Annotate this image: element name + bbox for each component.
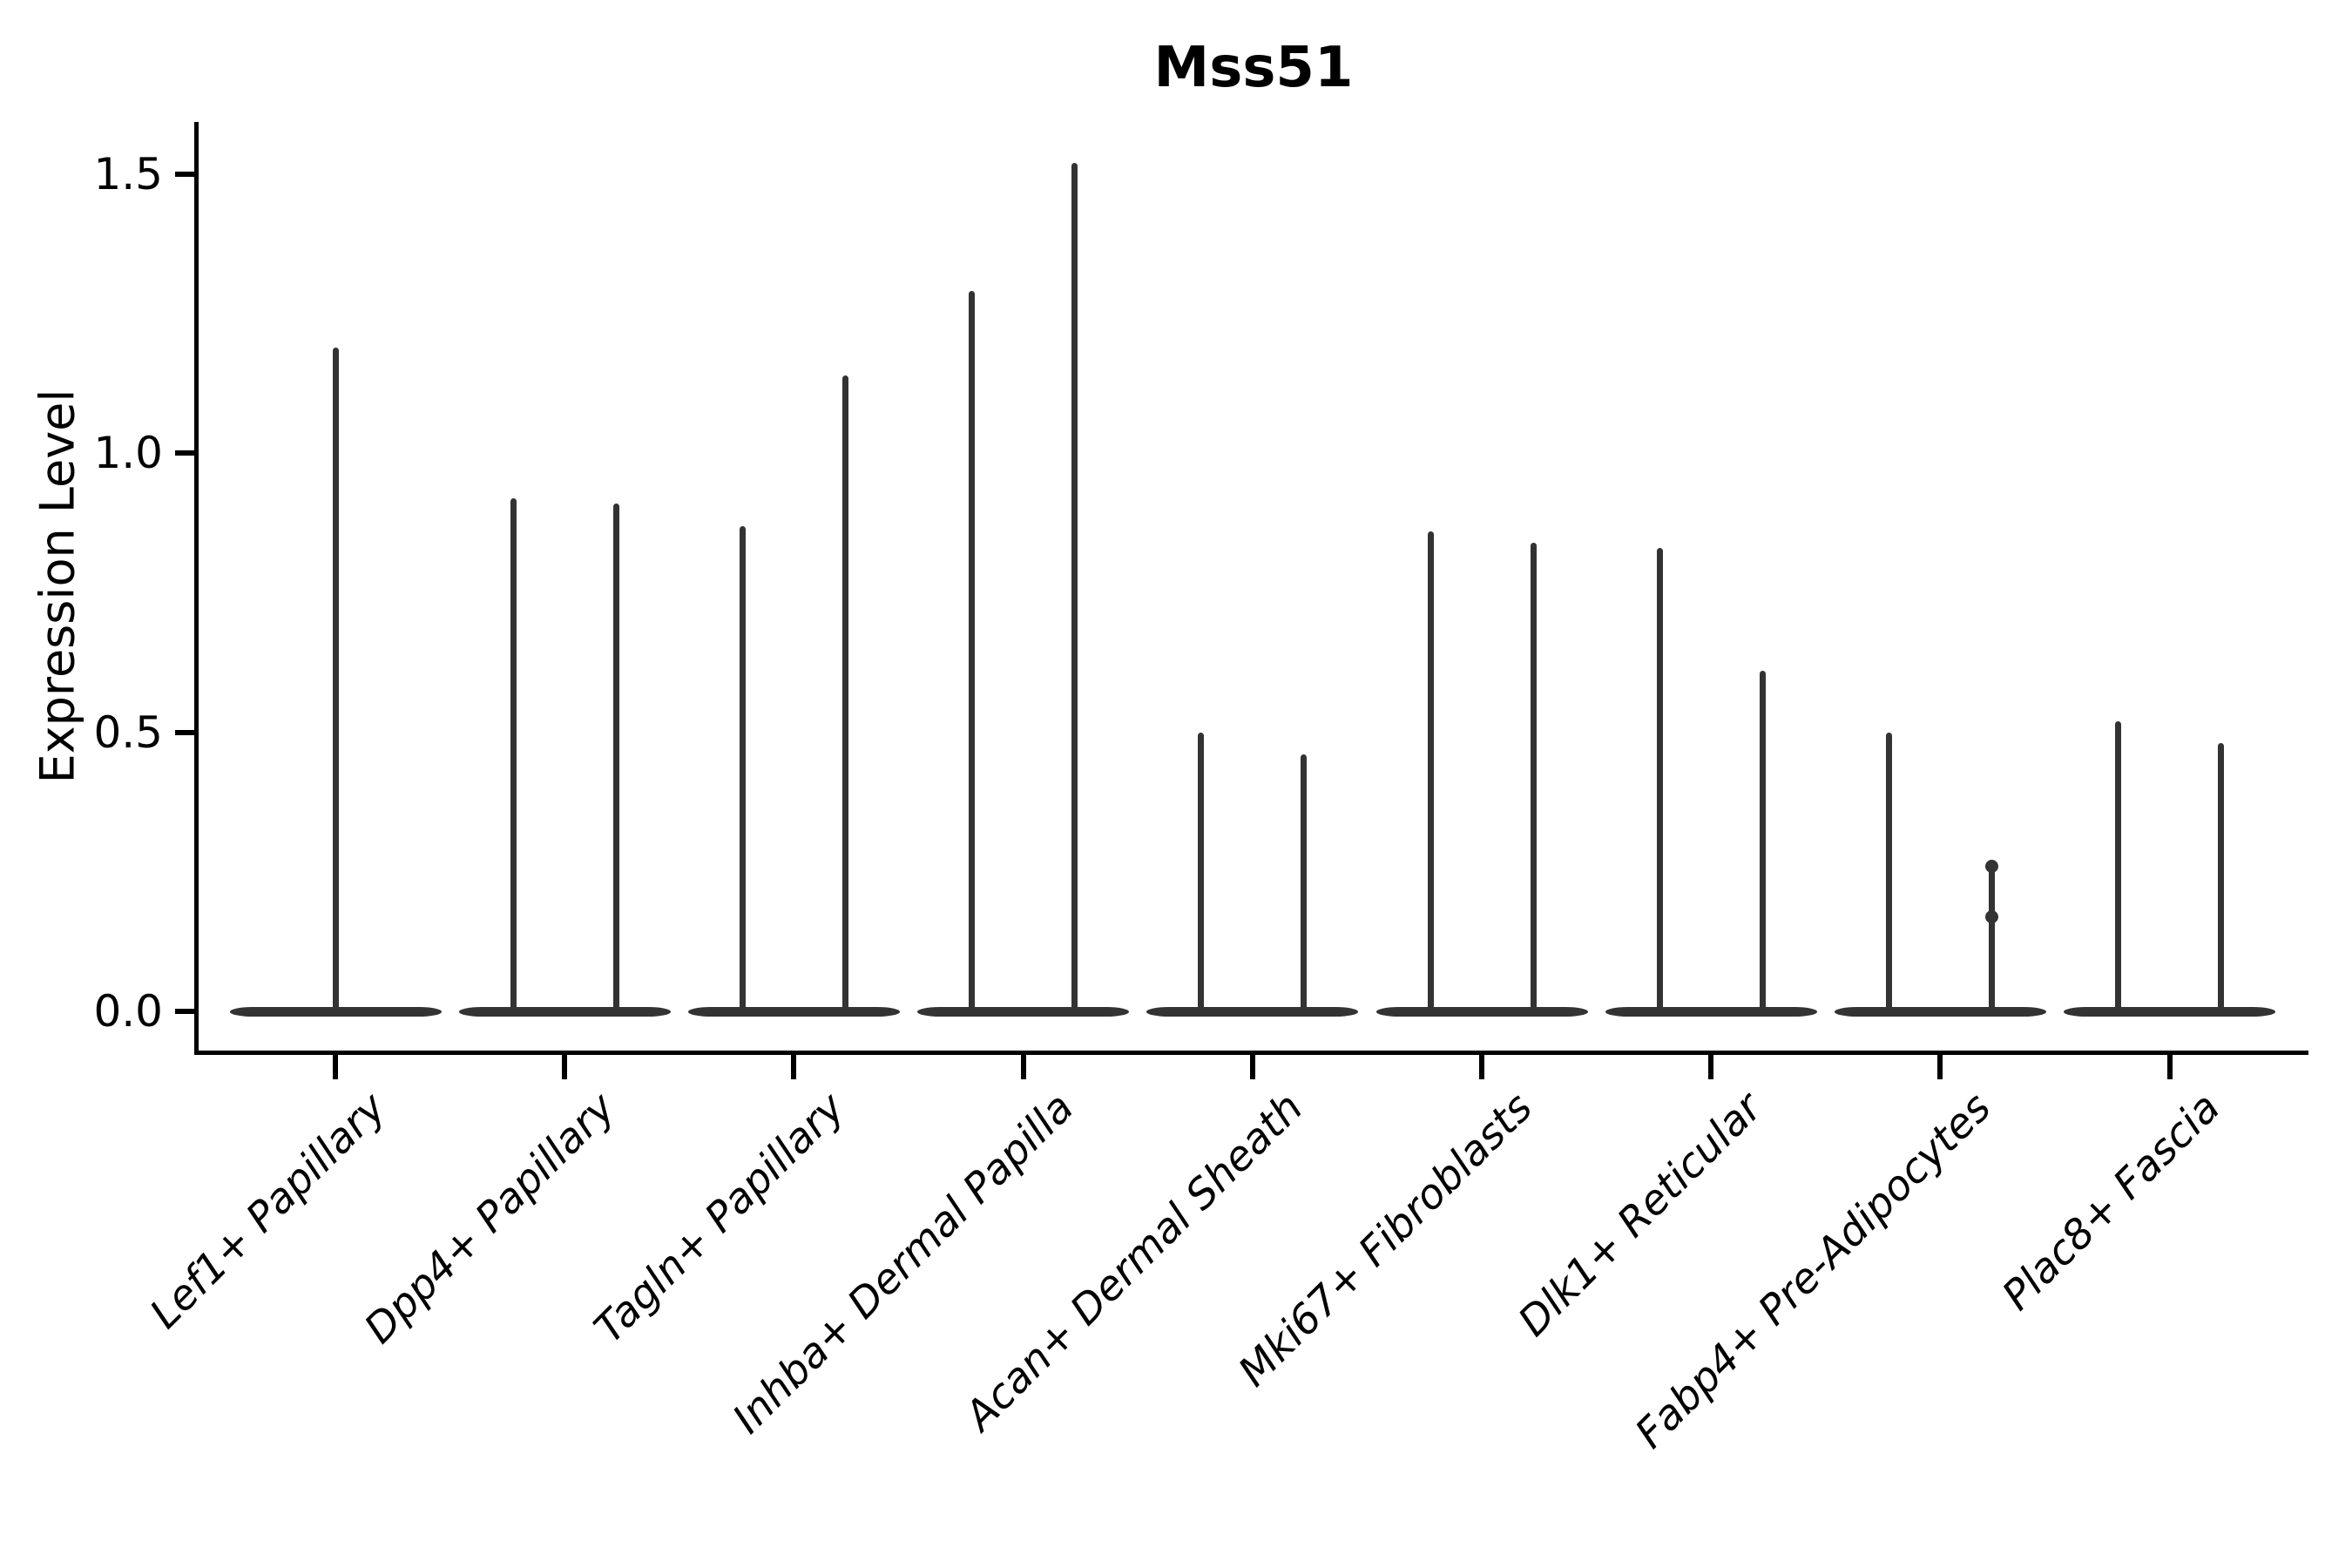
violin-density-bump	[1984, 909, 1998, 923]
plot-area	[194, 122, 2308, 1055]
y-tick-mark	[175, 729, 194, 735]
x-tick-mark	[2166, 1055, 2173, 1079]
violin-tail	[969, 291, 976, 1017]
violin-tail	[1530, 542, 1537, 1017]
violin-zero-band	[1146, 1006, 1359, 1017]
x-tick-mark	[791, 1055, 797, 1079]
x-tick-mark	[1479, 1055, 1484, 1079]
violin-tail	[1427, 531, 1434, 1017]
violin-tail	[2218, 743, 2225, 1017]
x-tick-label: Plac8+ Fascia	[1993, 1084, 2230, 1321]
violin-tail	[2115, 720, 2122, 1017]
y-tick-mark	[175, 1009, 194, 1014]
y-tick-label: 1.5	[93, 148, 163, 199]
violin-tail	[1198, 732, 1205, 1017]
violin-tail	[332, 347, 339, 1017]
x-tick-label: Dlk1+ Reticular	[1509, 1084, 1772, 1346]
x-tick-label: Lef1+ Papillary	[140, 1084, 395, 1339]
violin-tail	[1885, 732, 1892, 1017]
y-tick-label: 1.0	[93, 428, 163, 479]
x-tick-mark	[1249, 1055, 1255, 1079]
violin-density-bump	[1984, 859, 1998, 873]
x-tick-mark	[1708, 1055, 1714, 1079]
violin-tail	[1071, 163, 1078, 1017]
violin-tail	[1988, 861, 1995, 1017]
x-tick-mark	[562, 1055, 568, 1079]
violin-zero-band	[1605, 1006, 1817, 1017]
y-tick-mark	[175, 171, 194, 177]
violin-tail	[510, 497, 517, 1017]
violin-tail	[612, 503, 619, 1017]
y-tick-label: 0.5	[93, 706, 163, 758]
violin-zero-band	[917, 1006, 1130, 1017]
violin-tail	[1656, 548, 1663, 1017]
violin-zero-band	[2064, 1006, 2276, 1017]
violin-zero-band	[687, 1006, 900, 1017]
x-tick-mark	[333, 1055, 338, 1079]
violin-zero-band	[458, 1006, 671, 1017]
y-tick-mark	[175, 450, 194, 456]
violin-tail	[841, 375, 848, 1017]
violin-zero-band	[1375, 1006, 1588, 1017]
x-tick-label: Dpp4+ Papillary	[355, 1084, 625, 1354]
x-tick-mark	[1937, 1055, 1943, 1079]
violin-zero-band	[1834, 1006, 2046, 1017]
y-tick-label: 0.0	[93, 986, 163, 1037]
violin-tail	[739, 525, 746, 1017]
x-tick-mark	[1020, 1055, 1026, 1079]
violin-tail	[1759, 671, 1766, 1017]
violin-tail	[1301, 754, 1308, 1017]
x-tick-label: Tagln+ Papillary	[585, 1084, 855, 1353]
plot-title: Mss51	[1153, 36, 1354, 100]
